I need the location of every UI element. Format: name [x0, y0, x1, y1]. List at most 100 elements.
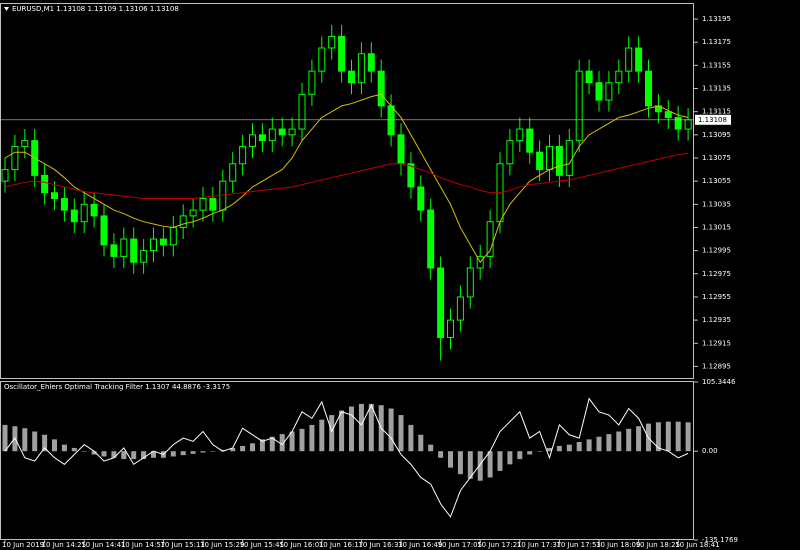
- candle-body: [635, 47, 643, 72]
- histogram-bar: [2, 424, 8, 452]
- y-tick-label: 1.13095: [702, 131, 731, 139]
- candle-body: [605, 82, 613, 101]
- candle-body: [308, 70, 316, 95]
- indicator-line: [4, 93, 689, 264]
- histogram-bar: [467, 451, 473, 479]
- histogram-bar: [22, 428, 28, 452]
- y-tick-label: 1.13155: [702, 61, 731, 69]
- candle-body: [615, 70, 623, 84]
- histogram-bar: [408, 424, 414, 452]
- oscillator-panel-frame: [0, 381, 694, 540]
- candle-body: [575, 70, 583, 142]
- histogram-bar: [200, 451, 206, 453]
- y-tick-label: 1.13075: [702, 154, 731, 162]
- candle-body: [150, 238, 157, 252]
- histogram-bar: [32, 431, 38, 452]
- histogram-bar: [487, 451, 493, 478]
- candle-body: [645, 70, 652, 107]
- histogram-bar: [556, 445, 562, 452]
- histogram-bar: [269, 436, 275, 452]
- candle-body: [348, 70, 355, 84]
- histogram-bar: [91, 451, 97, 455]
- histogram-bar: [675, 421, 681, 452]
- x-tick-label: 10 Jun 2019: [2, 541, 44, 549]
- histogram-bar: [279, 434, 285, 452]
- main-panel-frame: [0, 3, 694, 379]
- histogram-bar: [329, 415, 335, 452]
- histogram-bar: [636, 426, 642, 452]
- histogram-bar: [388, 408, 394, 452]
- y-tick-label: 1.13175: [702, 38, 731, 46]
- candle-body: [179, 215, 187, 228]
- x-tick-label: 10 Jun 14:41: [81, 541, 125, 549]
- candle-body: [447, 319, 454, 338]
- x-tick-label: 10 Jun 17:37: [517, 541, 561, 549]
- histogram-bar: [210, 451, 216, 452]
- y-tick-label: 1.12895: [702, 362, 731, 370]
- x-tick-label: 10 Jun 16:01: [279, 541, 323, 549]
- histogram-bar: [418, 434, 424, 452]
- candle-body: [51, 192, 58, 200]
- x-tick-label: 10 Jun 17:53: [556, 541, 600, 549]
- histogram-bar: [259, 439, 265, 452]
- candle-body: [199, 198, 207, 211]
- candle-body: [536, 151, 544, 171]
- histogram-bar: [596, 436, 602, 452]
- histogram-bar: [240, 445, 246, 452]
- candle-body: [130, 238, 138, 263]
- y-tick-label: 105.3446: [702, 378, 736, 386]
- candle-body: [239, 145, 247, 165]
- candle-body: [120, 238, 128, 257]
- candle-body: [140, 250, 148, 263]
- candle-body: [466, 267, 474, 298]
- candle-body: [209, 198, 217, 211]
- y-tick-label: 1.13035: [702, 200, 731, 208]
- candle-body: [526, 128, 534, 153]
- candle-body: [555, 145, 563, 176]
- indicator-line: [4, 152, 689, 200]
- histogram-bar: [121, 451, 127, 460]
- candle-body: [407, 163, 415, 188]
- candle-body: [357, 53, 365, 84]
- candle-body: [169, 226, 177, 246]
- histogram-bar: [61, 444, 67, 452]
- candle-body: [367, 53, 375, 72]
- histogram-bar: [665, 421, 671, 452]
- histogram-bar: [477, 451, 483, 481]
- y-tick-label: 1.12915: [702, 339, 731, 347]
- histogram-bar: [131, 451, 137, 460]
- histogram-bar: [438, 451, 444, 458]
- y-tick-label: 1.13015: [702, 223, 731, 231]
- histogram-bar: [299, 428, 305, 452]
- histogram-bar: [616, 431, 622, 452]
- histogram-bar: [190, 451, 196, 454]
- histogram-bar: [309, 424, 315, 452]
- last-price-label: 1.13108: [698, 116, 727, 124]
- chart-title: EURUSD,M1 1.13108 1.13109 1.13106 1.1310…: [12, 5, 179, 13]
- candle-body: [21, 140, 29, 147]
- candle-body: [516, 128, 524, 142]
- candle-body: [456, 296, 464, 321]
- candle-body: [70, 209, 78, 223]
- candle-body: [41, 174, 49, 194]
- candle-body: [60, 198, 68, 211]
- candle-body: [229, 163, 237, 182]
- candle-body: [110, 244, 118, 257]
- indicator-line: [4, 397, 689, 518]
- histogram-bar: [527, 451, 533, 455]
- menu-icon[interactable]: [4, 7, 9, 11]
- histogram-bar: [220, 449, 226, 452]
- histogram-bar: [289, 431, 295, 452]
- histogram-bar: [71, 447, 77, 452]
- histogram-bar: [457, 451, 463, 475]
- x-tick-label: 10 Jun 18:09: [596, 541, 640, 549]
- histogram-bar: [111, 451, 117, 458]
- candle-body: [565, 140, 573, 176]
- histogram-bar: [606, 434, 612, 452]
- histogram-bar: [250, 443, 255, 452]
- candle-body: [278, 128, 286, 136]
- histogram-bar: [319, 419, 325, 452]
- histogram-bar: [428, 444, 434, 452]
